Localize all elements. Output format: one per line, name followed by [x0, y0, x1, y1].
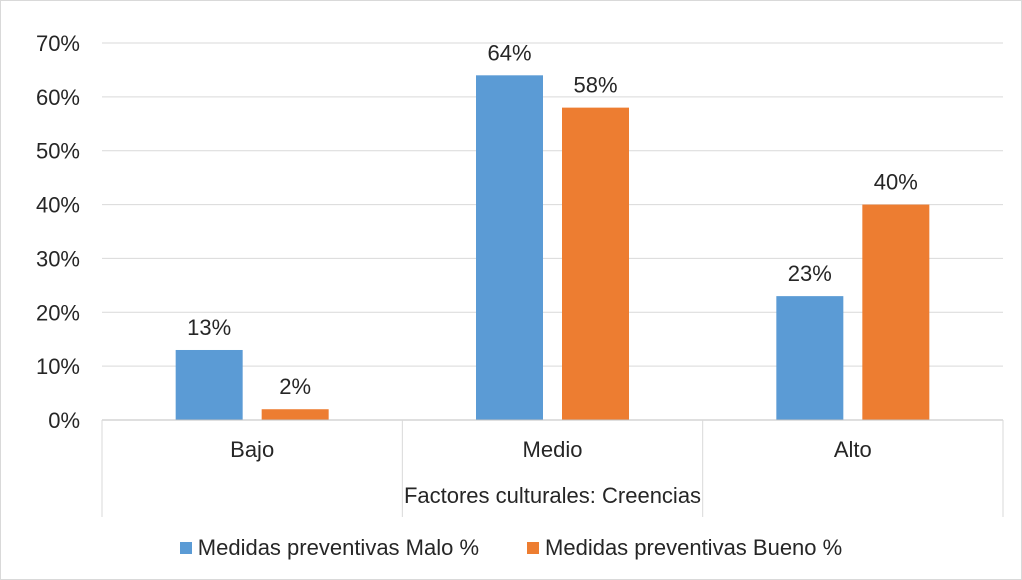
y-tick-label: 0%: [48, 408, 80, 433]
legend: Medidas preventivas Malo % Medidas preve…: [0, 535, 1022, 561]
data-labels: 13% 2% 64% 58% 23% 40%: [187, 40, 918, 399]
y-tick-label: 40%: [36, 193, 80, 218]
bar: [261, 409, 329, 420]
bar-value-label: 58%: [573, 73, 617, 98]
y-tick-label: 20%: [36, 300, 80, 325]
bar: [562, 107, 629, 420]
bar-value-label: 2%: [279, 374, 311, 399]
bars: [175, 75, 930, 421]
x-tick-label: Medio: [523, 437, 583, 462]
bar-value-label: 23%: [788, 261, 832, 286]
bar-value-label: 40%: [874, 170, 918, 195]
y-tick-label: 50%: [36, 139, 80, 164]
x-tick-label: Alto: [834, 437, 872, 462]
x-axis: Bajo Medio Alto: [101, 419, 1004, 517]
y-tick-label: 70%: [36, 31, 80, 56]
bar: [175, 349, 243, 420]
legend-item-malo: Medidas preventivas Malo %: [179, 535, 480, 561]
y-tick-label: 60%: [36, 85, 80, 110]
x-axis-title: Factores culturales: Creencias: [404, 483, 701, 508]
bar-value-label: 13%: [187, 315, 231, 340]
y-axis-ticks: 0% 10% 20% 30% 40% 50% 60% 70%: [36, 31, 80, 433]
legend-label-bueno: Medidas preventivas Bueno %: [545, 535, 843, 560]
bar-value-label: 64%: [487, 40, 531, 65]
legend-swatch-bueno: [527, 542, 540, 554]
gridlines: [102, 42, 1003, 367]
x-tick-label: Bajo: [230, 437, 274, 462]
legend-label-malo: Medidas preventivas Malo %: [197, 535, 480, 560]
bar: [476, 75, 543, 421]
y-tick-label: 10%: [36, 354, 80, 379]
y-tick-label: 30%: [36, 246, 80, 271]
bar: [776, 296, 844, 420]
legend-item-bueno: Medidas preventivas Bueno %: [527, 535, 842, 561]
legend-swatch-malo: [179, 542, 192, 554]
bar: [862, 204, 930, 420]
